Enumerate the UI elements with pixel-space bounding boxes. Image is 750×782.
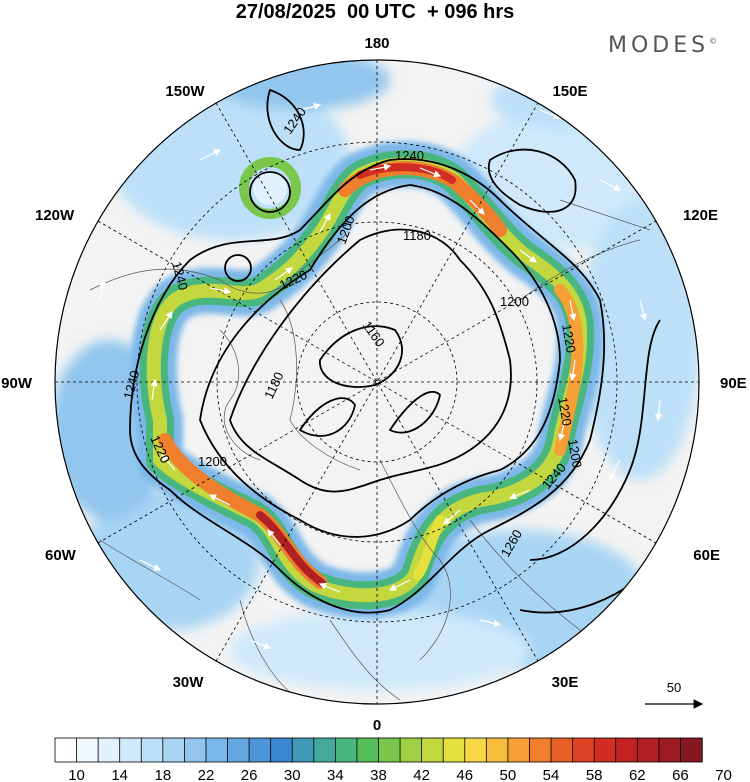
colorbar-tick-label: 66 (672, 767, 689, 782)
colorbar-swatch (485, 737, 509, 763)
copyright-mark: © (709, 36, 718, 46)
longitude-label-150w: 150W (165, 83, 205, 100)
longitude-label-150e: 150E (552, 83, 587, 100)
longitude-label-0: 0 (373, 717, 381, 734)
colorbar-swatch (97, 737, 121, 763)
forecast-title: 27/08/2025 00 UTC + 096 hrs (235, 1, 515, 23)
graticule (55, 60, 699, 704)
colorbar-swatch (313, 737, 337, 763)
colorbar-tick-label: 34 (327, 767, 344, 782)
colorbar-swatch (572, 737, 595, 763)
longitude-label-90w: 90W (1, 375, 33, 392)
colorbar-tick-label: 70 (715, 767, 732, 782)
contour-label: 1200 (500, 294, 529, 309)
colorbar-swatch (529, 737, 552, 763)
map-disk (55, 60, 699, 704)
colorbar-swatch (162, 737, 186, 763)
reference-vector: 50 (645, 680, 704, 709)
longitude-label-90e: 90E (720, 375, 747, 392)
longitude-label-120e: 120E (683, 207, 718, 224)
wind-vectors (99, 102, 663, 650)
colorbar-tick-label: 18 (154, 767, 171, 782)
colorbar-swatch (658, 737, 682, 763)
colorbar-tick-label: 14 (111, 767, 128, 782)
cutoff-low-center (253, 171, 287, 205)
colorbar-tick-label: 46 (456, 767, 473, 782)
colorbar-tick-labels: 10 14 18 22 26 30 34 38 42 46 50 54 58 62 66 70 (68, 767, 732, 782)
contour-label: 1240 (395, 148, 424, 163)
map-border (54, 59, 700, 705)
colorbar-swatch (291, 737, 315, 763)
modes-logo: MODES© (608, 33, 717, 58)
contour-label: 1200 (198, 454, 227, 469)
brand-name: MODES (608, 33, 710, 58)
colorbar-swatch (140, 737, 164, 763)
colorbar-swatch (378, 737, 401, 763)
colorbar-swatch (76, 737, 99, 763)
colorbar-tick-label: 42 (413, 767, 430, 782)
contour-label: 1200 (565, 438, 585, 469)
colorbar-tick-label: 10 (68, 767, 85, 782)
contour-label: 1220 (559, 323, 579, 354)
longitude-label-180: 180 (364, 35, 389, 52)
colorbar-tick-label: 30 (284, 767, 301, 782)
colorbar-swatch (119, 737, 142, 763)
colorbar-tick-label: 50 (500, 767, 517, 782)
cutoff-low-ring (239, 157, 301, 219)
colorbar-swatch (356, 737, 380, 763)
longitude-label-30e: 30E (552, 674, 579, 691)
height-contours (129, 88, 661, 614)
colorbar-swatch (464, 737, 488, 763)
colorbar-tick-label: 54 (543, 767, 560, 782)
colorbar-swatch (507, 737, 531, 763)
colorbar-tick-label: 22 (198, 767, 215, 782)
contour-label: 1240 (120, 369, 142, 401)
colorbar-swatch (680, 737, 703, 763)
contour-label: 1180 (403, 228, 431, 243)
longitude-label-60w: 60W (45, 547, 77, 564)
colorbar-tick-label: 38 (370, 767, 387, 782)
longitude-labels: 180 150E 120E 90E 60E 30E 0 30W 60W 90W … (1, 35, 747, 734)
contour-label: 1240 (169, 260, 191, 292)
colorbar-swatch (248, 737, 272, 763)
longitude-label-30w: 30W (173, 674, 205, 691)
colorbar-swatch (205, 737, 229, 763)
colorbar-swatch (227, 737, 250, 763)
contour-label: 1220 (555, 396, 575, 427)
colorbar-swatch (593, 737, 617, 763)
colorbar-swatch (442, 737, 466, 763)
colorbar-swatch (54, 737, 78, 763)
colorbar-tick-label: 62 (629, 767, 646, 782)
colorbar-swatch (636, 737, 660, 763)
colorbar-swatch (421, 737, 444, 763)
colorbar-swatch (399, 737, 423, 763)
colorbar-swatch (183, 737, 207, 763)
longitude-label-120w: 120W (35, 207, 75, 224)
jet-stream-ring (130, 141, 604, 619)
longitude-label-60e: 60E (693, 547, 720, 564)
colorbar-tick-label: 26 (241, 767, 258, 782)
wind-speed-colorbar (54, 737, 703, 763)
colorbar-swatch (615, 737, 638, 763)
colorbar-swatch (550, 737, 574, 763)
colorbar-swatch (334, 737, 358, 763)
colorbar-tick-label: 58 (586, 767, 603, 782)
reference-vector-label: 50 (667, 680, 681, 695)
colorbar-swatch (270, 737, 293, 763)
